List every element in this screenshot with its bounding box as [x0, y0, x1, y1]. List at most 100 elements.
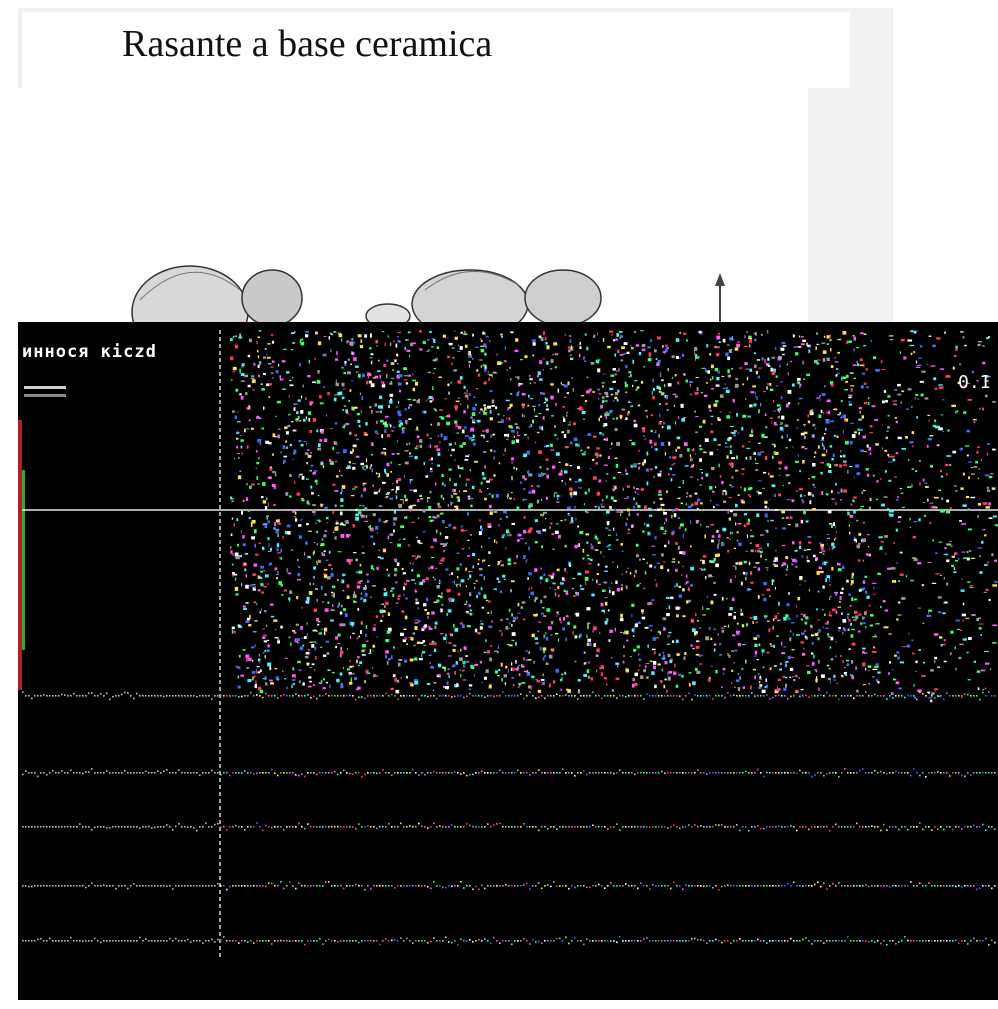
noise-speck: [870, 613, 874, 617]
noise-speck: [430, 565, 434, 570]
noise-speck: [773, 644, 776, 648]
noise-speck: [684, 528, 687, 532]
dotted-row-dot: [778, 772, 780, 774]
noise-speck: [600, 404, 603, 409]
noise-speck: [262, 523, 265, 526]
noise-speck: [566, 392, 570, 395]
noise-speck: [734, 649, 738, 652]
noise-speck: [750, 391, 755, 394]
noise-speck: [261, 388, 265, 391]
dotted-row-dot: [94, 772, 96, 774]
noise-speck: [252, 631, 257, 633]
noise-speck: [469, 609, 472, 612]
noise-speck: [770, 645, 773, 647]
noise-speck: [723, 625, 727, 627]
noise-speck: [387, 334, 389, 338]
noise-speck: [835, 655, 837, 658]
noise-speck: [818, 659, 820, 664]
noise-speck: [357, 419, 361, 423]
noise-speck: [961, 578, 963, 580]
noise-speck: [839, 455, 843, 458]
noise-speck: [511, 476, 513, 479]
noise-speck: [694, 352, 696, 356]
noise-speck: [832, 546, 836, 549]
noise-speck: [741, 668, 744, 670]
noise-speck: [309, 430, 313, 434]
noise-speck: [820, 543, 825, 547]
noise-speck: [733, 662, 735, 664]
noise-speck: [771, 371, 776, 375]
dotted-row-dot: [853, 697, 855, 700]
noise-speck: [408, 404, 413, 407]
noise-speck: [980, 669, 986, 672]
noise-speck: [249, 615, 251, 619]
noise-speck: [924, 397, 929, 400]
noise-speck: [905, 408, 909, 410]
noise-speck: [383, 521, 387, 523]
noise-speck: [327, 601, 330, 604]
noise-speck: [408, 406, 410, 409]
dotted-row-dot: [505, 772, 507, 774]
noise-speck: [469, 612, 473, 616]
noise-speck: [260, 583, 264, 587]
noise-speck: [549, 587, 551, 590]
noise-speck: [619, 337, 621, 339]
noise-speck: [860, 588, 864, 591]
noise-speck: [260, 669, 262, 673]
noise-speck: [263, 585, 268, 588]
noise-speck: [263, 406, 265, 410]
noise-speck: [504, 346, 506, 350]
noise-speck: [835, 374, 838, 377]
noise-speck: [370, 535, 374, 538]
noise-speck: [559, 679, 563, 682]
noise-speck: [781, 652, 786, 655]
noise-speck: [527, 671, 530, 673]
noise-speck: [912, 536, 917, 539]
dotted-row-dot: [631, 695, 633, 697]
noise-speck: [675, 639, 679, 643]
noise-speck: [934, 387, 938, 390]
noise-speck: [348, 461, 351, 464]
noise-speck: [322, 465, 325, 469]
noise-speck: [935, 573, 940, 575]
noise-speck: [376, 532, 378, 534]
dotted-row-dot: [934, 772, 936, 774]
noise-speck: [633, 331, 637, 333]
noise-speck: [406, 443, 408, 446]
noise-speck: [880, 606, 882, 609]
noise-speck: [777, 619, 781, 622]
noise-speck: [460, 331, 463, 334]
dotted-row-dot: [847, 772, 849, 774]
noise-speck: [722, 672, 725, 675]
noise-speck: [639, 559, 641, 561]
noise-speck: [773, 410, 776, 412]
dotted-row-dot: [898, 772, 900, 774]
noise-speck: [276, 678, 280, 681]
noise-speck: [264, 574, 269, 578]
noise-speck: [773, 665, 777, 667]
dotted-row-dot: [838, 698, 840, 701]
noise-speck: [323, 354, 327, 357]
noise-speck: [331, 609, 335, 611]
noise-speck: [441, 592, 443, 595]
dotted-row-dot: [748, 772, 750, 774]
dotted-row-dot: [118, 695, 120, 697]
noise-speck: [821, 342, 826, 344]
noise-speck: [470, 534, 472, 536]
noise-speck: [728, 655, 731, 658]
dotted-row-dot: [205, 822, 207, 824]
noise-speck: [614, 396, 618, 400]
noise-speck: [353, 601, 357, 604]
noise-speck: [644, 505, 647, 510]
noise-speck: [431, 611, 435, 615]
noise-speck: [772, 563, 776, 566]
noise-speck: [811, 435, 815, 438]
noise-speck: [606, 545, 610, 548]
noise-speck: [312, 629, 317, 632]
noise-speck: [237, 624, 241, 627]
noise-speck: [807, 346, 812, 348]
noise-speck: [336, 578, 339, 581]
noise-speck: [600, 503, 603, 506]
noise-speck: [457, 425, 462, 430]
dotted-row-dot: [673, 695, 675, 697]
